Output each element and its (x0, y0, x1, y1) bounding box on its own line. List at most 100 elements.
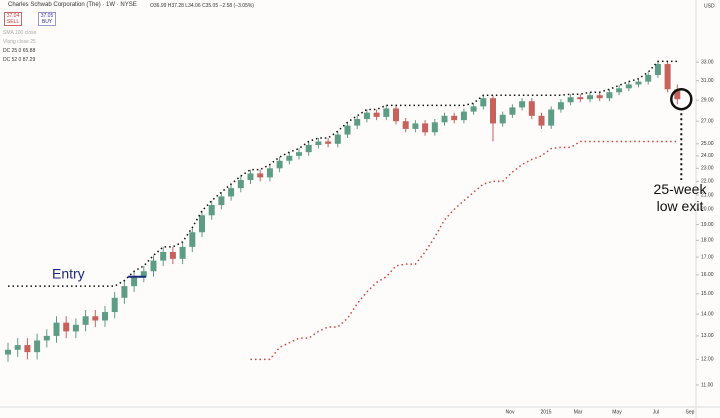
chart-title: Charles Schwab Corporation (The) · 1W · … (8, 2, 137, 8)
y-tick-label: 18.00 (701, 238, 714, 244)
candle-body (92, 316, 99, 321)
candle-body (674, 89, 681, 100)
candle-body (451, 115, 458, 121)
sell-label: SELL (6, 19, 20, 25)
candle-body (53, 322, 60, 336)
y-tick-label: 20.00 (701, 207, 714, 213)
candle-body (72, 324, 79, 332)
y-tick-label: 11.00 (701, 382, 713, 388)
candle-body (509, 107, 516, 115)
candle-body (557, 102, 564, 110)
candle-body (412, 123, 419, 129)
candle-body (519, 101, 526, 108)
candle-body (373, 112, 380, 117)
candle-body (5, 349, 11, 355)
candle-body (228, 188, 235, 197)
sell-button[interactable]: 37.04 SELL (4, 12, 22, 26)
candle-body (616, 88, 623, 93)
candle-body (43, 335, 50, 341)
candle-body (189, 232, 196, 247)
y-tick-label: 13.00 (701, 333, 714, 339)
x-tick-label: Nov (506, 409, 515, 415)
y-tick-label: 12.00 (701, 357, 714, 363)
indicator[interactable]: Vlong close 25 (3, 39, 36, 45)
x-tick-label: May (612, 409, 622, 415)
candle-body (538, 115, 545, 126)
candle-body (431, 122, 438, 133)
candle-body (82, 316, 89, 325)
buy-label: BUY (41, 19, 53, 25)
candle-body (664, 64, 671, 90)
candle-body (218, 196, 225, 205)
candle-body (363, 112, 370, 120)
candle-body (150, 260, 157, 272)
y-tick-label: 17.00 (701, 254, 714, 260)
candle-body (402, 121, 409, 129)
candle-body (121, 286, 128, 298)
candle-body (257, 173, 264, 178)
candle-body (490, 98, 496, 124)
candle-body (247, 173, 254, 181)
candle-body (237, 180, 244, 189)
y-tick-label: 33.00 (701, 60, 714, 66)
candle-body (422, 123, 429, 133)
y-tick-label: 24.00 (701, 153, 714, 159)
indicator[interactable]: DC 52 0 87.29 (3, 57, 36, 63)
candle-body (645, 74, 652, 82)
candle-body (160, 251, 167, 261)
candle-body (199, 215, 205, 233)
candle-body (14, 345, 21, 350)
candle-body (441, 115, 448, 123)
exit-marker (670, 87, 693, 111)
candle-body (169, 251, 176, 259)
candle-body (528, 101, 535, 116)
candle-body (383, 108, 390, 117)
candle-body (354, 119, 361, 126)
annotation: 25-week low exit (654, 181, 708, 214)
candle-body (140, 271, 147, 277)
buy-button[interactable]: 37.05 BUY (38, 12, 56, 26)
x-tick-label: Mar (574, 409, 583, 415)
y-tick-label: 14.00 (701, 311, 714, 317)
candle-body (111, 297, 118, 313)
candle-body (208, 204, 215, 216)
candle-body (587, 95, 593, 100)
candle-body (179, 246, 186, 259)
y-tick-label: 31.00 (701, 78, 714, 84)
indicator[interactable]: DC 25 0 65.88 (3, 48, 36, 54)
candle-body (305, 144, 312, 153)
y-tick-label: 21.00 (701, 192, 714, 198)
y-tick-label: 16.00 (701, 272, 714, 278)
candle-body (567, 97, 574, 103)
candle-body (577, 97, 584, 100)
y-tick-label: 15.00 (701, 291, 714, 297)
x-tick-label: 2015 (540, 409, 551, 415)
y-tick-label: 22.00 (701, 179, 714, 185)
x-tick-label: Sep (686, 409, 695, 415)
candle-body (499, 114, 506, 124)
candle-body (460, 111, 467, 121)
y-tick-label: 27.00 (701, 119, 714, 125)
y-tick-label: 19.00 (701, 222, 714, 228)
candle-body (344, 125, 351, 135)
candle-body (470, 106, 477, 112)
candle-body (596, 95, 603, 99)
y-tick-label: 29.00 (701, 98, 714, 104)
buy-price: 37.05 (40, 13, 54, 19)
candle-body (325, 141, 332, 144)
channel-line (250, 140, 678, 361)
candle-body (334, 134, 341, 144)
candle-body (315, 141, 322, 145)
candle-body (266, 168, 273, 178)
currency: USD (704, 3, 715, 9)
annotation: Entry (52, 265, 85, 281)
candle-body (548, 109, 555, 126)
candle-body (276, 160, 283, 169)
candle-body (63, 322, 70, 332)
candle-body (34, 340, 41, 353)
candle-body (606, 92, 613, 99)
ohlc: O36.99 H37.28 L34.06 C35.05 −2.58 (−3.05… (150, 3, 254, 9)
candle-body (393, 108, 399, 122)
indicator[interactable]: SMA 100 close (3, 30, 37, 36)
